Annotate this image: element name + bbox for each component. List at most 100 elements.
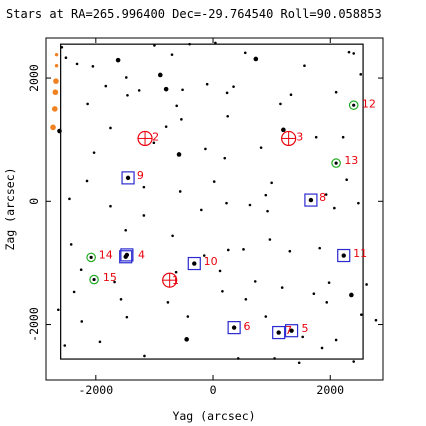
- acq-box: [119, 250, 133, 264]
- field-star: [176, 152, 182, 157]
- fid-marker: [331, 158, 341, 168]
- x-tick-label: -2000: [79, 383, 114, 397]
- field-star: [72, 290, 76, 294]
- field-star: [244, 297, 248, 301]
- acq-box: [337, 248, 351, 263]
- field-star: [280, 286, 284, 289]
- y-tick-label: -2000: [27, 307, 41, 342]
- fid-star: [89, 255, 93, 259]
- field-star: [297, 361, 301, 365]
- bad-star: [50, 124, 56, 131]
- star-id-label: 7: [285, 324, 292, 337]
- field-star: [253, 280, 257, 283]
- star-id-label: 10: [204, 255, 218, 268]
- field-star: [64, 56, 68, 60]
- field-star: [288, 249, 292, 253]
- x-tick-label: 0: [210, 383, 217, 397]
- field-star: [57, 128, 62, 134]
- field-star: [352, 52, 355, 55]
- field-star: [248, 203, 252, 207]
- field-star: [273, 357, 276, 360]
- field-star: [104, 84, 108, 88]
- fid-star: [92, 277, 96, 282]
- field-star: [232, 85, 235, 88]
- bad-star: [54, 64, 59, 68]
- acq-box: [272, 325, 286, 340]
- field-star: [212, 180, 216, 183]
- field-star: [124, 76, 128, 79]
- field-star: [264, 315, 268, 318]
- y-ticks: -2000 0 2000: [27, 64, 383, 342]
- acq-stars: [119, 171, 351, 340]
- field-star: [68, 197, 71, 201]
- star-id-label: 1: [172, 274, 179, 287]
- field-star: [349, 292, 354, 298]
- y-axis-label: Zag (arcsec): [3, 167, 17, 250]
- field-star: [86, 102, 89, 106]
- field-star: [98, 340, 102, 344]
- field-star: [202, 254, 206, 257]
- field-star: [223, 156, 227, 160]
- star-id-label: 15: [103, 271, 117, 284]
- field-star: [324, 193, 328, 196]
- acq-star: [123, 254, 128, 259]
- y-tick-label: 0: [27, 198, 41, 205]
- bad-star: [54, 52, 59, 57]
- bad-star: [52, 89, 59, 96]
- field-star: [365, 283, 368, 286]
- field-star: [174, 270, 178, 274]
- field-star: [226, 248, 230, 252]
- field-star: [347, 50, 351, 54]
- acq-box: [227, 321, 241, 335]
- field-star: [143, 354, 146, 358]
- field-star: [119, 297, 123, 301]
- field-star: [270, 181, 273, 185]
- field-star: [166, 301, 170, 304]
- field-star: [279, 102, 282, 106]
- field-star: [170, 53, 174, 56]
- field-star: [357, 201, 360, 205]
- star-id-label: 12: [362, 97, 376, 110]
- acq-star: [192, 261, 197, 266]
- field-star: [171, 234, 174, 238]
- field-star: [113, 280, 116, 284]
- field-star: [204, 147, 207, 151]
- field-star: [175, 104, 178, 108]
- plot-frame: [45, 37, 384, 381]
- guide-stars: [137, 130, 297, 288]
- star-id-label: 8: [319, 191, 326, 204]
- acq-box: [304, 193, 318, 207]
- field-star: [69, 243, 73, 246]
- field-star: [92, 151, 96, 154]
- field-star: [345, 178, 348, 182]
- field-star: [63, 344, 67, 347]
- field-star: [186, 315, 190, 318]
- field-star: [79, 268, 83, 271]
- field-star: [341, 135, 345, 139]
- field-star: [314, 135, 318, 139]
- star-id-label: 6: [244, 320, 251, 333]
- field-star: [226, 114, 229, 118]
- field-star: [152, 141, 156, 145]
- acq-box: [120, 248, 134, 262]
- fid-stars: [86, 100, 359, 285]
- field-star: [214, 41, 217, 45]
- field-star: [125, 315, 129, 319]
- field-star: [360, 313, 363, 316]
- star-id-label: 5: [302, 322, 309, 335]
- field-star: [109, 204, 112, 208]
- chart-title: Stars at RA=265.996400 Dec=-29.764540 Ro…: [6, 7, 382, 21]
- star-id-label: 4: [138, 248, 145, 261]
- acq-star: [308, 197, 314, 203]
- acq-star: [231, 325, 237, 330]
- field-star: [142, 214, 146, 217]
- field-star: [180, 118, 183, 121]
- field-star: [126, 94, 129, 97]
- acq-star: [125, 175, 131, 181]
- field-star: [225, 91, 229, 95]
- field-star: [188, 42, 191, 46]
- star-id-label: 13: [344, 154, 358, 167]
- field-star: [281, 127, 286, 133]
- field-star: [218, 269, 222, 273]
